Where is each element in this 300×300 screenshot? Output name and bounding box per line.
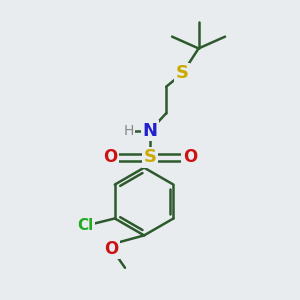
Text: Cl: Cl	[77, 218, 93, 232]
Text: N: N	[142, 122, 158, 140]
Text: S: S	[143, 148, 157, 166]
Text: H: H	[124, 124, 134, 138]
Text: O: O	[103, 148, 117, 166]
Text: O: O	[183, 148, 197, 166]
Text: O: O	[105, 240, 119, 258]
Text: S: S	[176, 64, 189, 82]
